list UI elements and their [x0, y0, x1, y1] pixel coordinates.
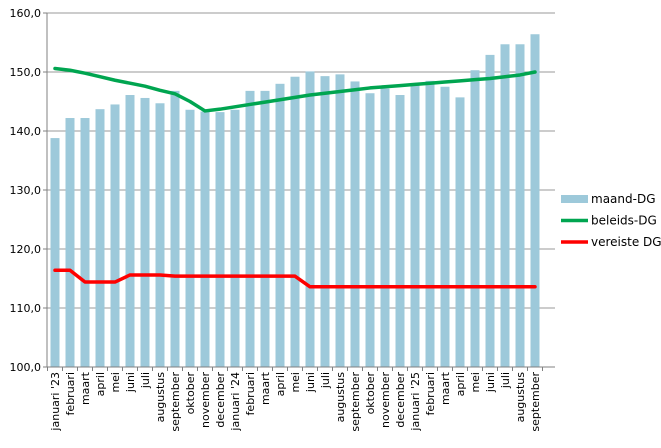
- bar: [170, 90, 180, 367]
- x-tick-label: oktober: [184, 372, 197, 415]
- x-tick-label: februari: [244, 372, 257, 415]
- x-tick-label: juni: [484, 372, 497, 393]
- x-tick-label: december: [394, 372, 407, 428]
- bar: [485, 54, 495, 367]
- y-tick-label: 150,0: [10, 66, 42, 79]
- bar: [275, 83, 285, 368]
- legend-label-vereiste-dg: vereiste DG: [591, 235, 661, 249]
- x-tick-label: november: [199, 372, 212, 428]
- y-tick-label: 110,0: [10, 302, 42, 315]
- legend-label-maand-dg: maand-DG: [591, 192, 656, 206]
- x-tick-label: januari '24: [229, 372, 242, 432]
- x-tick-label: december: [214, 372, 227, 428]
- bar: [350, 81, 360, 367]
- bar: [125, 95, 135, 367]
- bar: [140, 97, 150, 368]
- x-tick-label: maart: [259, 371, 272, 405]
- y-tick-label: 140,0: [10, 125, 42, 138]
- bar: [95, 109, 105, 368]
- bar-series-maand-dg: [50, 34, 540, 368]
- bar: [365, 93, 375, 368]
- bar: [500, 44, 510, 368]
- legend-swatch-maand-dg: [561, 195, 588, 203]
- bar: [425, 80, 435, 367]
- x-tick-label: juni: [304, 372, 317, 393]
- x-tick-label: augustus: [514, 372, 527, 423]
- bar: [260, 90, 270, 367]
- bar: [440, 86, 450, 367]
- x-tick-label: september: [169, 372, 182, 432]
- x-tick-label: september: [349, 372, 362, 432]
- bar: [200, 111, 210, 367]
- x-tick-label: april: [94, 372, 107, 396]
- x-tick-label: januari '25: [409, 372, 422, 432]
- axes: [43, 12, 555, 371]
- y-tick-label: 160,0: [10, 7, 42, 20]
- bar: [230, 109, 240, 367]
- x-tick-label: maart: [79, 371, 92, 405]
- x-tick-label: november: [379, 372, 392, 428]
- bar: [380, 88, 390, 368]
- x-tick-label: april: [274, 372, 287, 396]
- bar: [50, 138, 60, 367]
- x-tick-label: februari: [64, 372, 77, 415]
- bar: [155, 103, 165, 368]
- x-tick-label: augustus: [154, 372, 167, 423]
- y-tick-label: 130,0: [10, 184, 42, 197]
- bar: [110, 104, 120, 367]
- y-tick-label: 100,0: [10, 361, 42, 374]
- x-tick-label: juli: [499, 372, 512, 389]
- y-tick-label: 120,0: [10, 243, 42, 256]
- x-tick-label: april: [454, 372, 467, 396]
- bar: [65, 118, 75, 368]
- x-tick-label: augustus: [334, 372, 347, 423]
- x-tick-label: februari: [424, 372, 437, 415]
- x-tick-label: oktober: [364, 372, 377, 415]
- x-tick-label: juli: [139, 372, 152, 389]
- bar: [215, 112, 225, 368]
- x-tick-label: mei: [289, 372, 302, 393]
- chart-legend: maand-DG beleids-DG vereiste DG: [561, 192, 661, 249]
- beleids-dg-line: [53, 66, 537, 113]
- x-tick-label: maart: [439, 371, 452, 405]
- bar: [185, 109, 195, 367]
- vereiste-dg-line: [53, 268, 537, 289]
- bar: [305, 71, 315, 367]
- x-tick-label: mei: [109, 372, 122, 393]
- bar: [515, 44, 525, 368]
- x-tick-label: juli: [319, 372, 332, 389]
- bar: [245, 90, 255, 367]
- legend-label-beleids-dg: beleids-DG: [591, 214, 657, 228]
- bar: [80, 118, 90, 368]
- x-tick-label: juni: [124, 372, 137, 393]
- x-tick-label: mei: [469, 372, 482, 393]
- bar: [335, 74, 345, 368]
- bar: [320, 76, 330, 367]
- bar: [410, 83, 420, 368]
- bar: [455, 97, 465, 368]
- line-series: [53, 66, 537, 289]
- x-tick-label: januari '23: [49, 372, 62, 432]
- bar: [530, 34, 540, 368]
- x-tick-label: september: [529, 372, 542, 432]
- bar: [290, 76, 300, 367]
- axis-labels: 160,0 150,0 140,0 130,0 120,0 110,0 100,0 janua…: [10, 7, 543, 432]
- bar: [470, 70, 480, 367]
- bar: [395, 95, 405, 367]
